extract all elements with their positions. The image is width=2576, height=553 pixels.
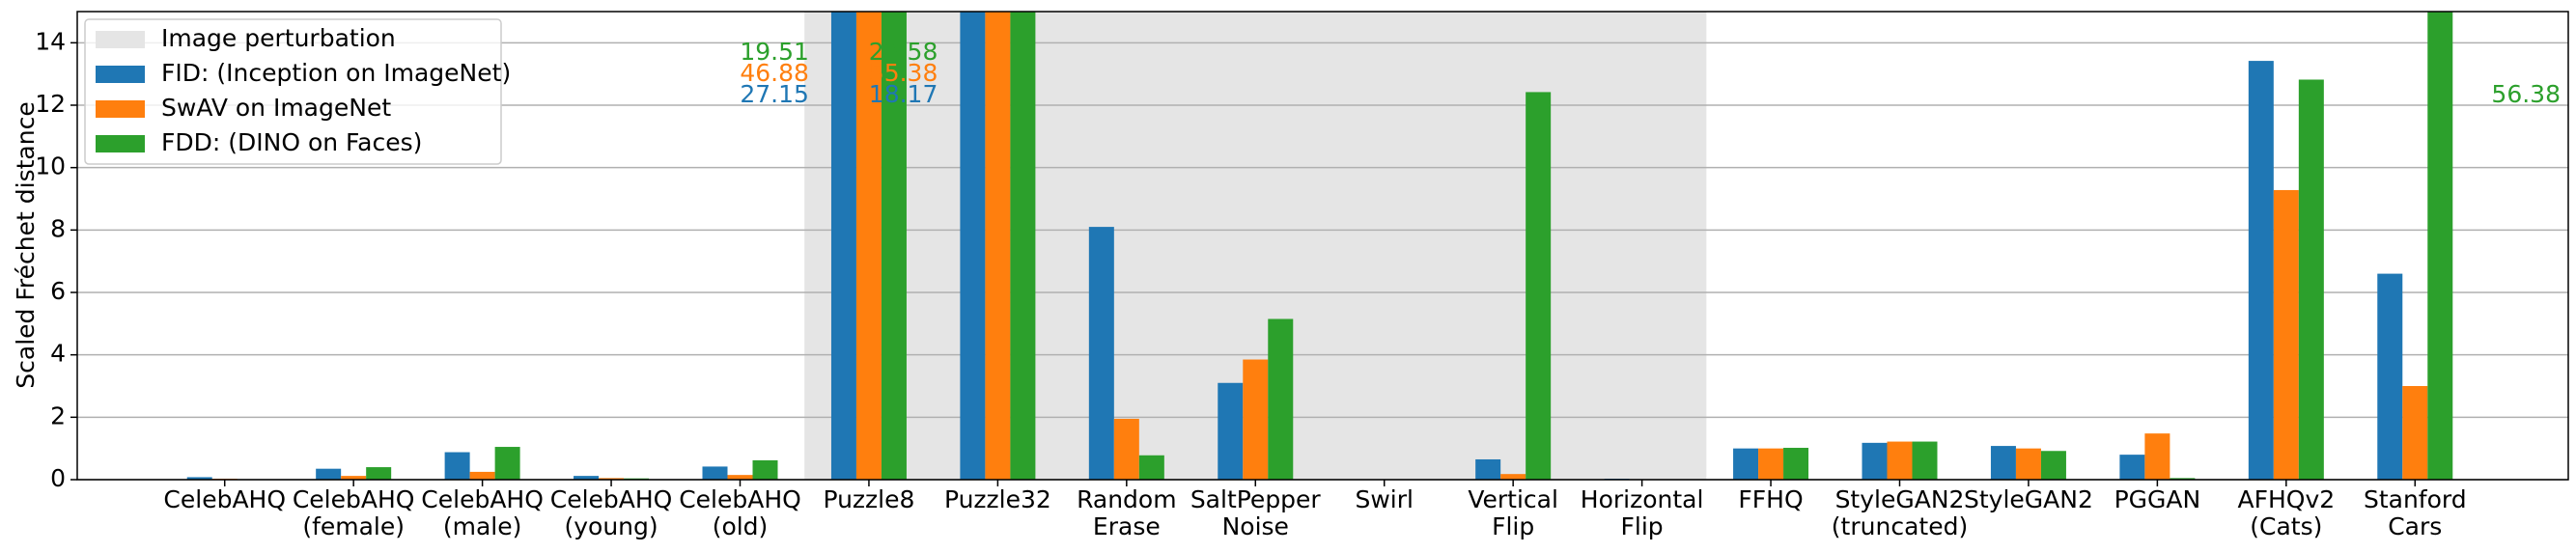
x-tick-label: Puzzle32 (944, 485, 1051, 513)
legend-swatch (96, 66, 145, 83)
bar (960, 0, 985, 480)
bar (495, 447, 520, 480)
y-tick-label: 4 (50, 340, 66, 368)
value-label: 23.58 (869, 38, 938, 66)
y-axis-label: Scaled Fréchet distance (12, 101, 40, 388)
bar (470, 472, 495, 480)
x-tick-label: CelebAHQ (163, 485, 286, 513)
y-tick-label: 10 (35, 152, 66, 180)
bar (1913, 442, 1938, 480)
bar (1733, 449, 1758, 480)
bar (1010, 0, 1035, 480)
bar (2274, 190, 2299, 480)
x-tick-label: CelebAHQ(female) (293, 485, 415, 540)
legend-swatch (96, 31, 145, 48)
legend-label: FID: (Inception on ImageNet) (161, 59, 511, 87)
x-tick-label: PGGAN (2114, 485, 2201, 513)
bar (2377, 274, 2402, 480)
bar (1089, 227, 1114, 480)
bar (1758, 449, 1783, 480)
bar (1991, 446, 2016, 480)
legend-label: SwAV on ImageNet (161, 94, 391, 122)
x-tick-label: FFHQ (1738, 485, 1803, 513)
bar (1475, 459, 1500, 480)
bar (1862, 443, 1888, 480)
x-tick-label: StyleGAN2 (1964, 485, 2093, 513)
x-tick-label: CelebAHQ(young) (550, 485, 673, 540)
y-tick-label: 14 (35, 27, 66, 55)
bar (985, 0, 1010, 480)
bar (2427, 0, 2452, 480)
value-label: 56.38 (2491, 80, 2561, 108)
bar (2041, 451, 2066, 480)
bar (2402, 386, 2427, 480)
bar (703, 466, 728, 480)
y-tick-label: 6 (50, 277, 66, 305)
bar (831, 0, 856, 480)
legend-label: Image perturbation (161, 24, 396, 52)
x-tick-label: Puzzle8 (823, 485, 914, 513)
bar (1139, 456, 1164, 480)
bar (2249, 61, 2274, 480)
x-tick-label: CelebAHQ(male) (421, 485, 544, 540)
legend-swatch (96, 135, 145, 152)
x-tick-label: AFHQv2(Cats) (2237, 485, 2335, 540)
y-tick-label: 8 (50, 214, 66, 242)
bar (2016, 449, 2041, 480)
bar (1114, 419, 1139, 480)
bar (2144, 433, 2170, 480)
bar (1888, 442, 1913, 480)
y-tick-label: 0 (50, 464, 66, 492)
bar (366, 467, 391, 480)
bar (316, 469, 341, 480)
x-tick-label: StyleGAN2(truncated) (1832, 485, 1968, 540)
bar (2299, 79, 2324, 480)
bar (753, 460, 778, 480)
legend-label: FDD: (DINO on Faces) (161, 128, 422, 156)
bar (445, 453, 470, 480)
bar (1500, 474, 1526, 480)
legend-swatch (96, 100, 145, 118)
y-tick-label: 2 (50, 401, 66, 429)
y-tick-label: 12 (35, 90, 66, 118)
bar (1218, 383, 1243, 480)
bar (2119, 455, 2144, 480)
bar (1268, 318, 1293, 480)
value-label: 19.51 (740, 38, 809, 66)
bar (1783, 448, 1808, 480)
bar (1243, 360, 1268, 480)
bar (1526, 92, 1551, 480)
x-tick-label: Swirl (1355, 485, 1414, 513)
x-tick-label: CelebAHQ(old) (679, 485, 801, 540)
